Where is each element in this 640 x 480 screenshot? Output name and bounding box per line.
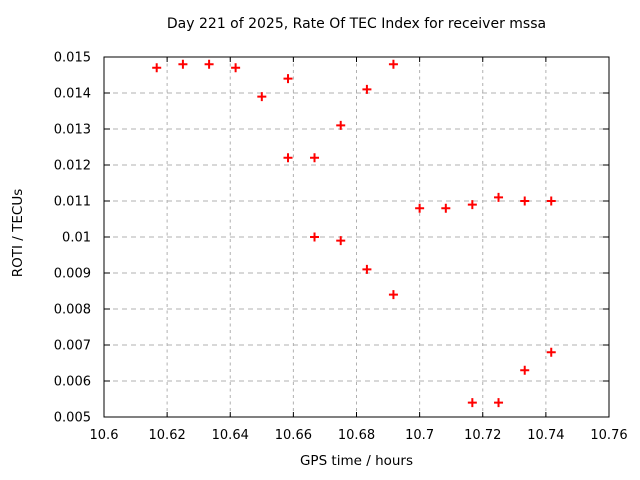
data-point-marker [520, 196, 530, 206]
y-tick-label: 0.014 [54, 87, 91, 102]
data-point-marker [336, 236, 346, 246]
data-point-marker [283, 153, 293, 163]
y-tick-label: 0.01 [62, 231, 91, 246]
data-point-marker [546, 347, 556, 357]
x-tick-label: 10.76 [590, 428, 627, 443]
x-axis-label: GPS time / hours [299, 453, 414, 469]
data-point-marker [178, 59, 188, 69]
x-tick-label: 10.68 [338, 428, 375, 443]
data-point-marker [310, 153, 320, 163]
data-point-marker [388, 59, 398, 69]
data-point-marker [152, 63, 162, 73]
data-point-marker [362, 84, 372, 94]
data-point-marker [467, 200, 477, 210]
y-tick-label: 0.006 [54, 375, 91, 390]
data-point-marker [546, 196, 556, 206]
y-tick-label: 0.012 [54, 159, 91, 174]
x-tick-label: 10.72 [464, 428, 501, 443]
data-point-marker [441, 203, 451, 213]
data-point-marker [388, 290, 398, 300]
y-tick-label: 0.008 [54, 303, 91, 318]
x-tick-label: 10.6 [90, 428, 119, 443]
data-point-marker [467, 398, 477, 408]
y-tick-label: 0.011 [54, 195, 91, 210]
chart-title: Day 221 of 2025, Rate Of TEC Index for r… [166, 16, 547, 32]
y-tick-label: 0.009 [54, 267, 91, 282]
y-axis-label: ROTI / TECUs [10, 188, 26, 278]
data-point-marker [494, 398, 504, 408]
data-point-marker [204, 59, 214, 69]
x-tick-label: 10.7 [405, 428, 434, 443]
data-point-marker [494, 192, 504, 202]
data-point-marker [231, 63, 241, 73]
x-tick-label: 10.74 [527, 428, 564, 443]
data-point-marker [362, 264, 372, 274]
data-point-marker [336, 120, 346, 130]
x-tick-label: 10.62 [149, 428, 186, 443]
y-tick-label: 0.005 [54, 411, 91, 426]
data-point-marker [520, 365, 530, 375]
y-tick-label: 0.015 [54, 51, 91, 66]
data-point-marker [257, 92, 267, 102]
data-point-marker [310, 232, 320, 242]
data-point-marker [415, 203, 425, 213]
data-point-marker [283, 74, 293, 84]
x-tick-label: 10.64 [212, 428, 249, 443]
y-tick-label: 0.013 [54, 123, 91, 138]
y-tick-label: 0.007 [54, 339, 91, 354]
x-tick-label: 10.66 [275, 428, 312, 443]
